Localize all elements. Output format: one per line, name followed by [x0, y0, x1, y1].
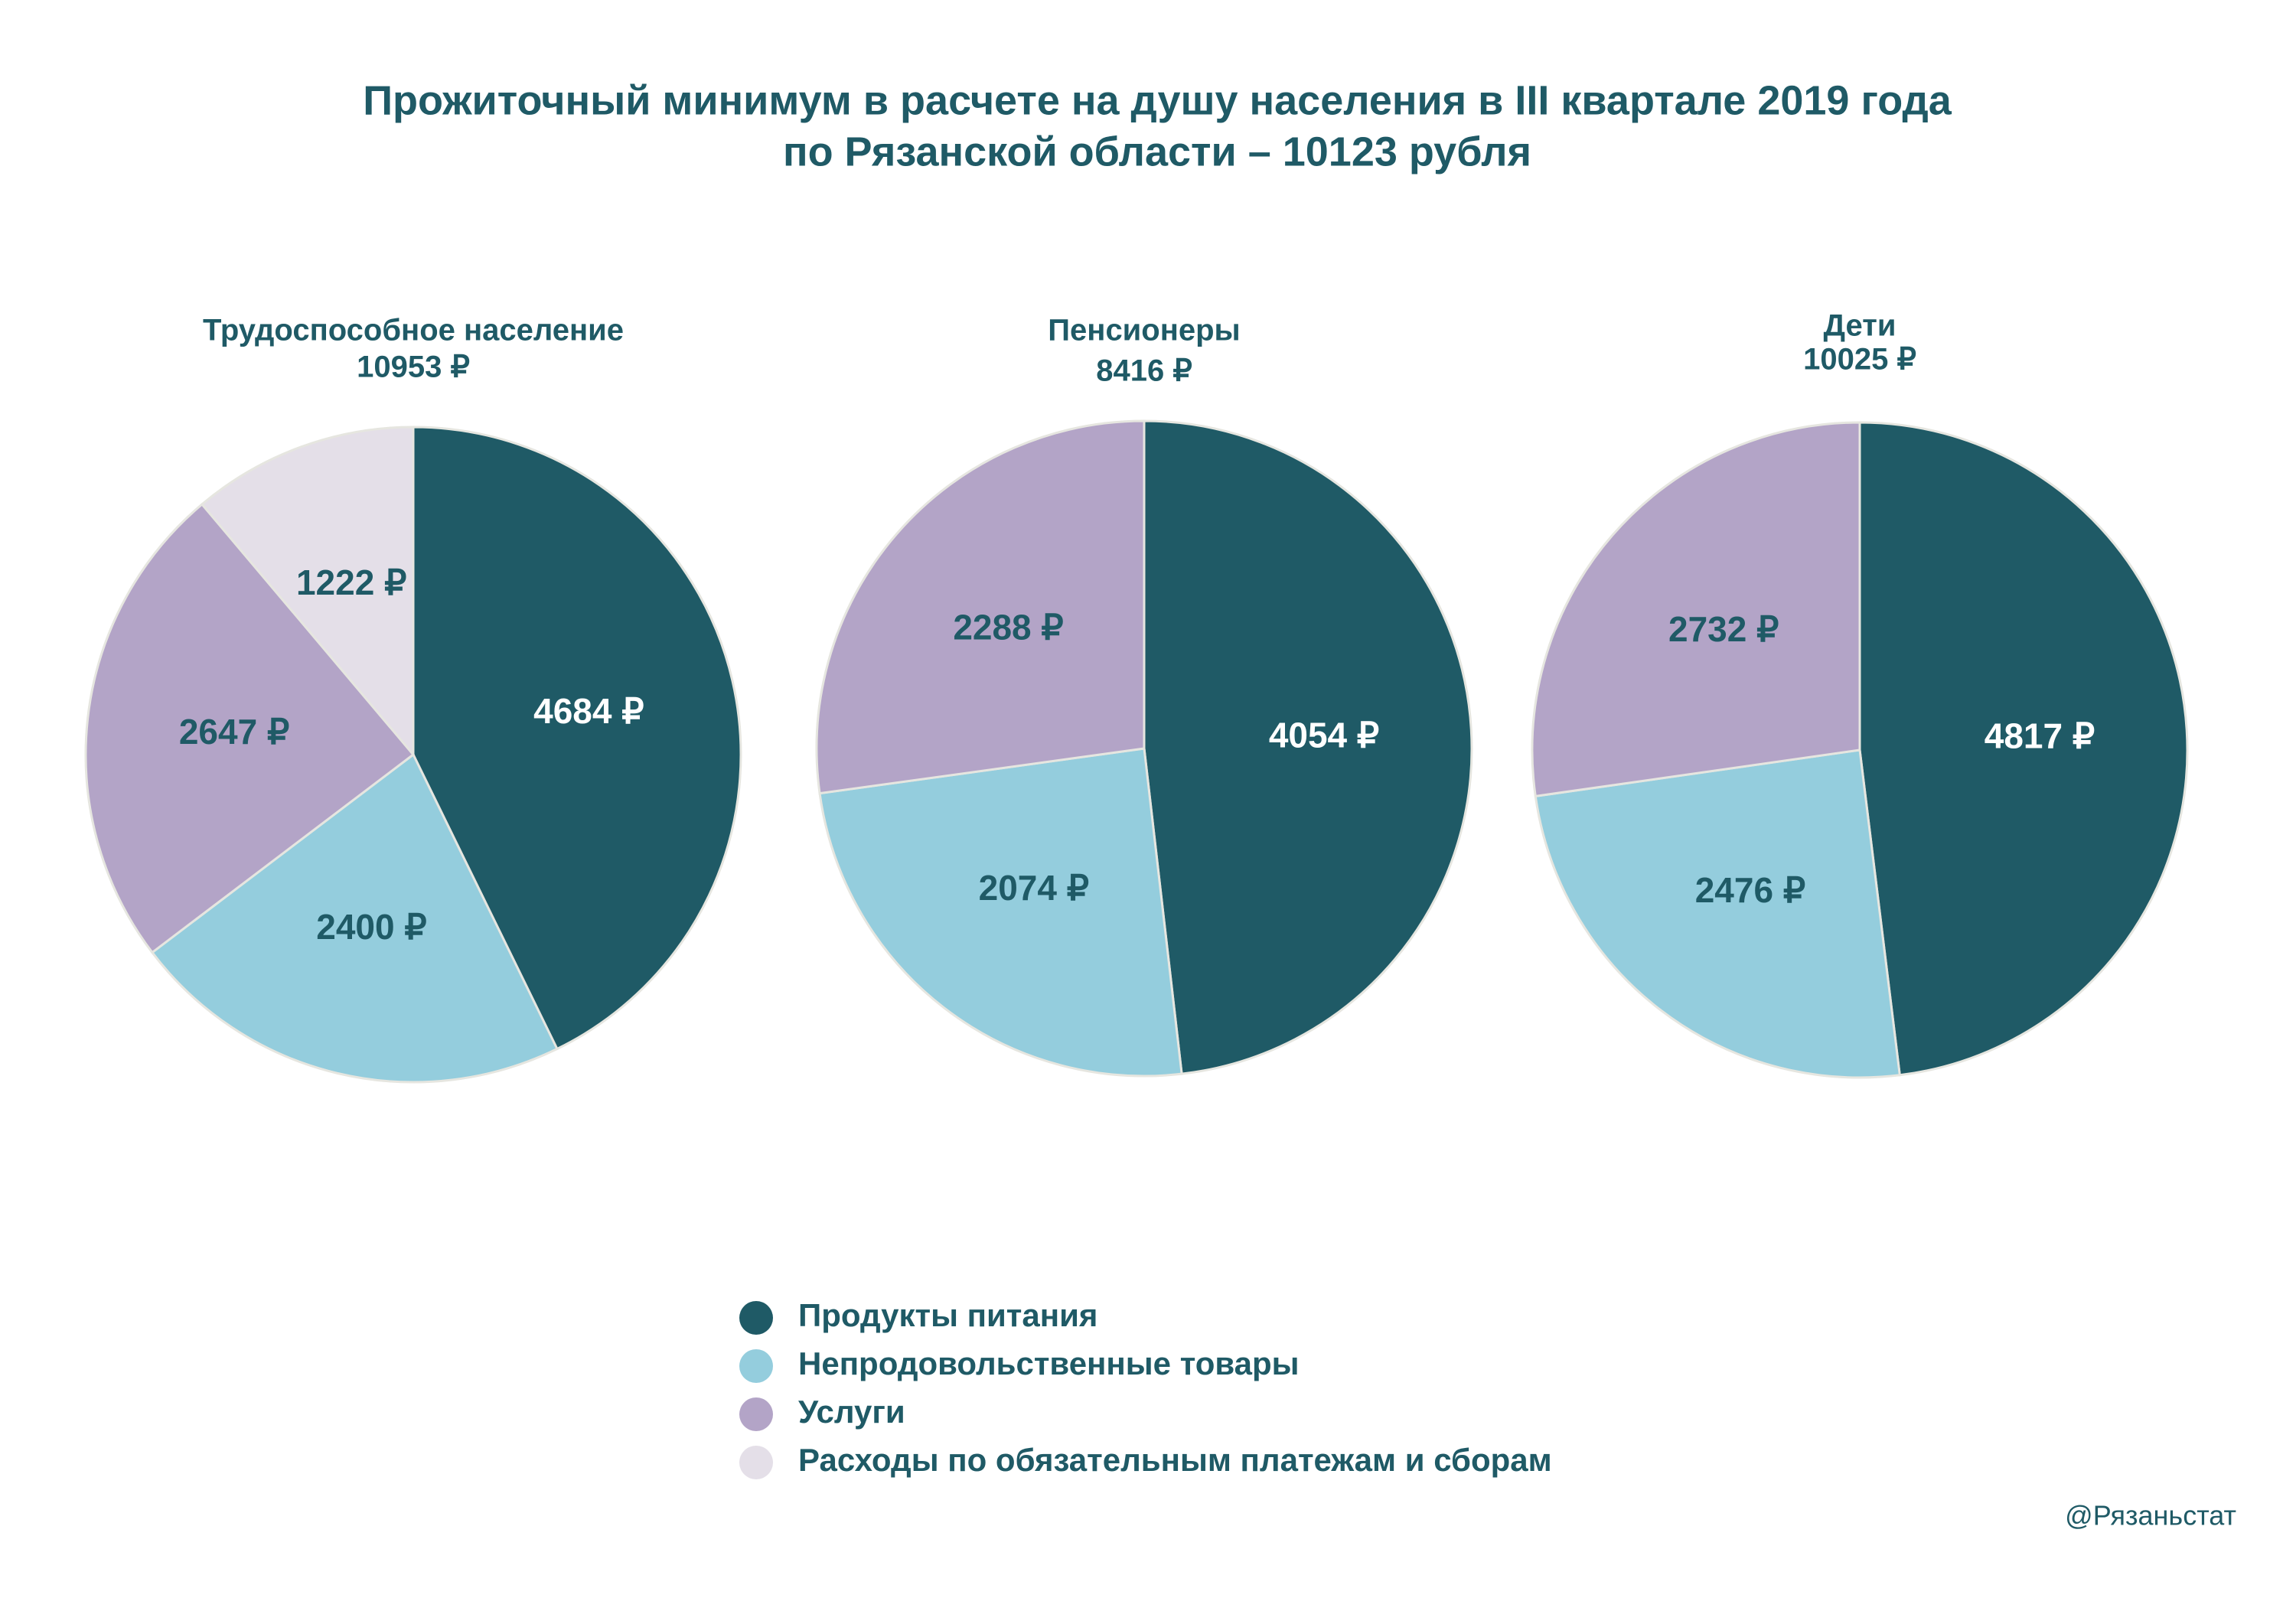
slice-label: 4817 ₽ — [1985, 716, 2095, 756]
source: @Рязаньстат — [2065, 1500, 2236, 1531]
legend-label: Непродовольственные товары — [798, 1345, 1300, 1381]
slice-label: 1222 ₽ — [296, 563, 406, 602]
slice-label: 2476 ₽ — [1695, 870, 1805, 910]
legend-swatch — [739, 1397, 773, 1431]
pie-title: Пенсионеры — [1048, 314, 1240, 347]
pie-title: Трудоспособное население — [203, 314, 624, 347]
pie-slice — [818, 747, 1183, 1078]
legend-swatch — [739, 1446, 773, 1479]
pie-title: Дети — [1824, 309, 1896, 343]
legend-label: Услуги — [798, 1394, 905, 1430]
title-line: Прожиточный минимум в расчете на душу на… — [363, 77, 1952, 123]
slice-label: 4684 ₽ — [533, 691, 644, 731]
slice-label: 2288 ₽ — [953, 608, 1063, 647]
title-line: по Рязанской области – 10123 рубля — [783, 129, 1531, 174]
pie-slice — [200, 426, 415, 758]
pie-slice — [150, 752, 559, 1084]
pie-slice — [84, 502, 416, 954]
pie-subtitle: 8416 ₽ — [1096, 354, 1192, 388]
slice-label: 2400 ₽ — [316, 907, 426, 947]
legend-swatch — [739, 1349, 773, 1383]
legend-label: Продукты питания — [798, 1297, 1097, 1333]
legend-label: Расходы по обязательным платежам и сбора… — [798, 1442, 1552, 1478]
pie-slice — [1534, 748, 1901, 1079]
pie-slice — [1143, 419, 1473, 1075]
pie-slice — [412, 426, 742, 1051]
pie-subtitle: 10953 ₽ — [357, 351, 470, 384]
pie-slice — [1531, 421, 1861, 798]
slice-label: 2732 ₽ — [1668, 609, 1779, 649]
pie-slice — [1858, 421, 2189, 1077]
slice-label: 4054 ₽ — [1269, 716, 1379, 755]
pie-subtitle: 10025 ₽ — [1803, 343, 1916, 377]
legend-swatch — [739, 1301, 773, 1335]
slice-label: 2647 ₽ — [179, 712, 289, 752]
slice-label: 2074 ₽ — [979, 868, 1089, 908]
pie-slice — [815, 419, 1146, 795]
